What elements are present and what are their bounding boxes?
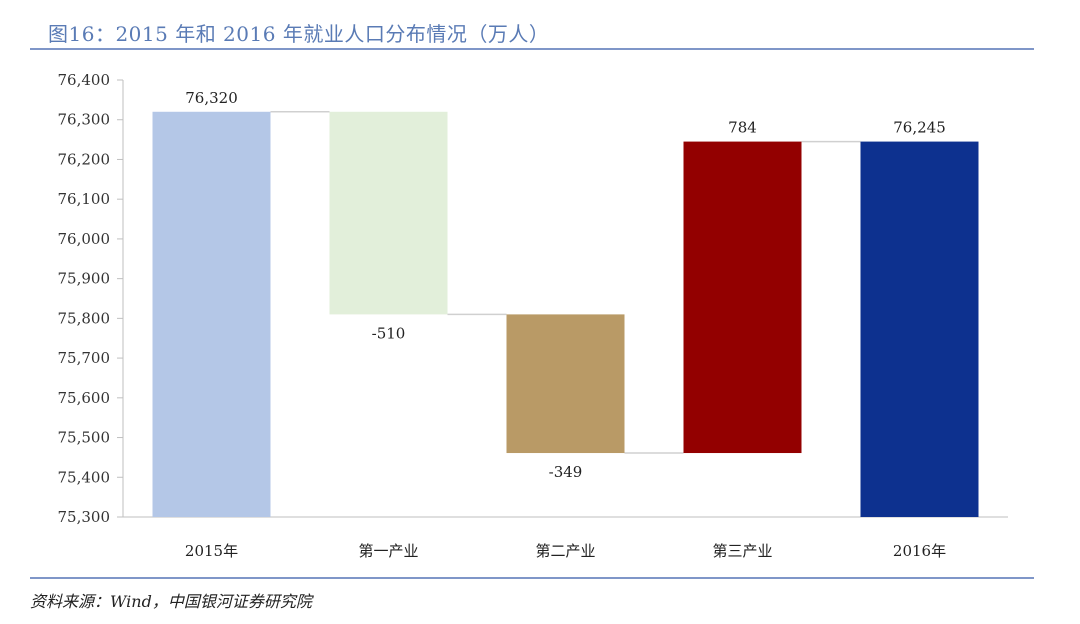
y-tick-label: 75,900: [58, 270, 111, 288]
y-tick-label: 75,600: [58, 389, 111, 407]
y-tick-label: 75,500: [58, 429, 111, 447]
bar-3: [506, 314, 625, 454]
source-note: 资料来源：Wind，中国银河证券研究院: [30, 592, 312, 611]
source-rule: [30, 577, 1034, 579]
bar-5: [860, 141, 979, 517]
y-tick-label: 76,000: [58, 230, 111, 248]
x-category-label: 2016年: [893, 542, 946, 560]
y-tick-label: 76,100: [58, 190, 111, 208]
y-tick-label: 76,300: [58, 111, 111, 129]
data-label: -510: [372, 324, 406, 342]
x-category-label: 第一产业: [358, 542, 418, 560]
plot-area: 75,300 75,400 75,500 75,600 75,700 75,800 75,9…: [58, 71, 1008, 560]
title-rule: [30, 48, 1034, 50]
data-label: 76,245: [893, 119, 946, 137]
data-label: 784: [728, 119, 757, 137]
data-label: -349: [549, 463, 583, 481]
x-category-label: 第三产业: [712, 542, 772, 560]
bar-2: [329, 111, 448, 315]
figure-title: 图16：2015 年和 2016 年就业人口分布情况（万人）: [48, 22, 550, 46]
y-tick-label: 75,700: [58, 349, 111, 367]
bar-1: [152, 111, 271, 518]
y-tick-label: 76,400: [58, 71, 111, 89]
y-tick-label: 75,800: [58, 309, 111, 327]
y-tick-label: 75,400: [58, 468, 111, 486]
y-tick-label: 75,300: [58, 508, 111, 526]
data-label: 76,320: [185, 89, 238, 107]
x-category-label: 第二产业: [535, 542, 595, 560]
y-tick-label: 76,200: [58, 150, 111, 168]
bar-4: [683, 141, 802, 454]
x-category-label: 2015年: [185, 542, 238, 560]
